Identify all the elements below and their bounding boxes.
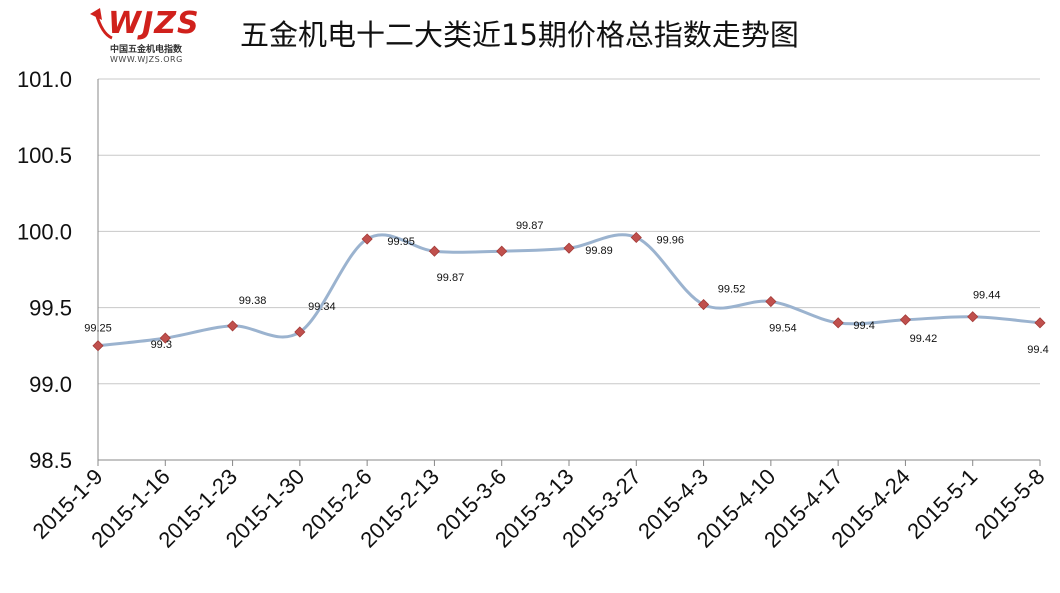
data-label: 99.87 <box>516 220 544 232</box>
data-point <box>698 298 710 311</box>
data-label: 99.52 <box>718 284 746 296</box>
y-tick-label: 100.5 <box>17 143 72 168</box>
data-label: 99.34 <box>308 301 336 313</box>
data-label: 99.42 <box>910 333 938 345</box>
logo-wordmark: WJZS <box>108 6 200 41</box>
logo-arrow-icon <box>90 8 113 40</box>
data-point <box>1034 317 1046 329</box>
data-label: 99.44 <box>973 290 1001 302</box>
data-point <box>159 332 171 344</box>
data-label: 99.3 <box>151 339 172 351</box>
y-tick-label: 98.5 <box>29 448 72 473</box>
data-label: 99.38 <box>239 295 267 307</box>
data-label: 99.96 <box>657 234 685 246</box>
data-point <box>227 320 239 332</box>
data-label: 99.4 <box>853 320 874 332</box>
data-point <box>496 245 508 257</box>
data-point <box>630 231 642 244</box>
data-point <box>967 311 979 323</box>
y-tick-label: 100.0 <box>17 219 72 244</box>
logo-url: WWW.WJZS.ORG <box>110 55 183 64</box>
y-tick-label: 99.5 <box>29 296 72 321</box>
data-label: 99.54 <box>769 323 797 335</box>
logo-subtitle: 中国五金机电指数 <box>110 45 183 55</box>
data-point <box>428 245 440 257</box>
data-point <box>832 317 844 329</box>
data-label: 99.89 <box>585 245 613 257</box>
logo: WJZS 中国五金机电指数 WWW.WJZS.ORG <box>86 4 206 68</box>
data-point <box>563 242 575 254</box>
data-label: 99.95 <box>387 236 415 248</box>
x-tick-label: 2015-5-1 <box>902 464 982 544</box>
data-point <box>92 340 104 352</box>
data-label: 99.4 <box>1027 344 1048 356</box>
data-label: 99.87 <box>437 272 465 284</box>
chart-title: 五金机电十二大类近15期价格总指数走势图 <box>240 18 799 52</box>
data-point <box>361 233 373 245</box>
x-tick-label: 2015-5-8 <box>970 464 1050 544</box>
y-tick-label: 101.0 <box>17 67 72 92</box>
data-point <box>765 295 777 308</box>
data-point <box>294 326 306 338</box>
data-point <box>899 314 911 326</box>
data-label: 99.25 <box>84 323 112 335</box>
y-tick-label: 99.0 <box>29 372 72 397</box>
